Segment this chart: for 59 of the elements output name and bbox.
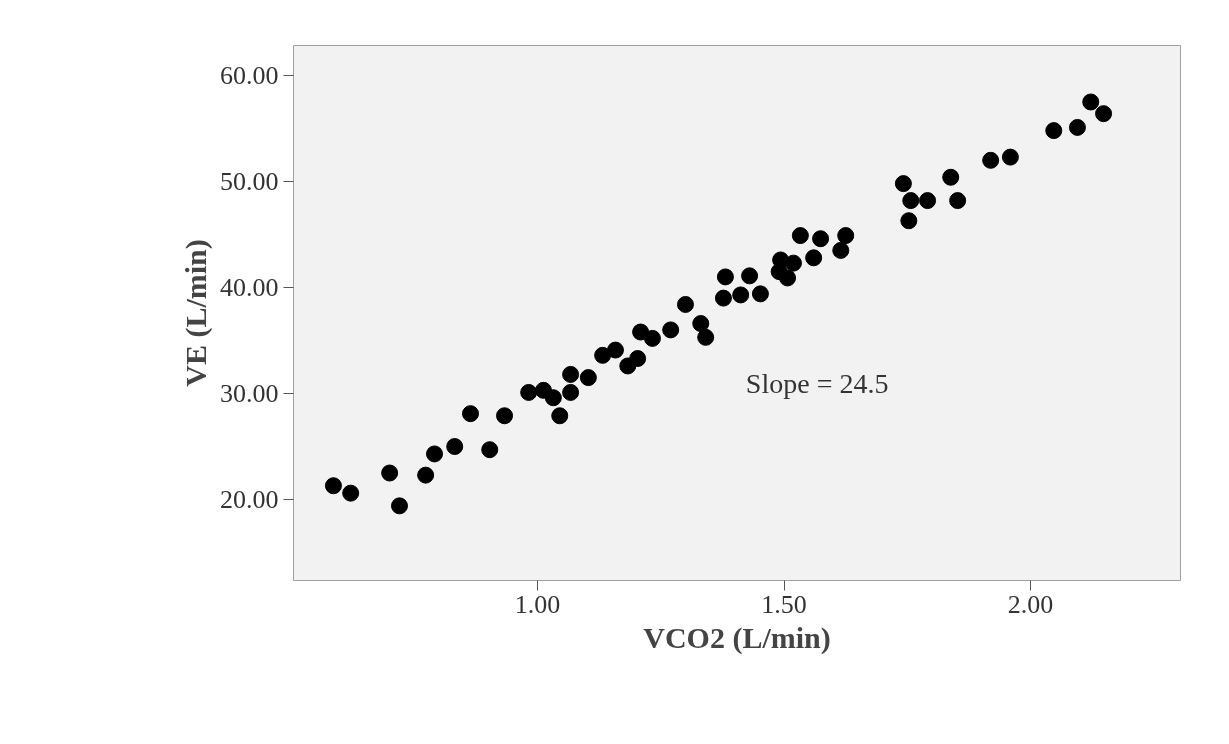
point <box>676 295 694 313</box>
point <box>629 350 647 368</box>
y-tick-label: 40.00 <box>220 273 279 303</box>
point <box>902 192 920 210</box>
point <box>982 151 1000 169</box>
point <box>714 289 732 307</box>
point <box>446 438 464 455</box>
y-axis-title: VE (L/min) <box>179 239 213 387</box>
point <box>1082 93 1100 111</box>
point <box>942 168 960 186</box>
point <box>832 241 850 259</box>
point <box>391 497 409 515</box>
point <box>1045 122 1063 140</box>
point <box>751 285 769 303</box>
point <box>805 249 823 267</box>
point <box>426 445 444 463</box>
x-tick-label: 1.50 <box>761 589 807 619</box>
point <box>579 369 597 387</box>
point <box>562 383 580 401</box>
x-axis-title: VCO2 (L/min) <box>643 620 831 655</box>
point <box>919 192 937 210</box>
point <box>812 230 830 248</box>
point <box>1095 105 1113 123</box>
y-tick-label: 20.00 <box>220 485 279 515</box>
point <box>594 346 612 364</box>
point <box>1001 148 1019 166</box>
y-tick-label: 60.00 <box>220 61 279 90</box>
x-tick-label: 2.00 <box>1007 589 1054 619</box>
point <box>692 315 710 333</box>
point <box>324 477 342 495</box>
point <box>462 405 480 423</box>
point <box>544 389 562 407</box>
point <box>770 263 788 281</box>
x-tick-label: 1.00 <box>514 589 561 619</box>
point <box>784 254 802 272</box>
point <box>791 227 809 245</box>
point <box>643 329 661 347</box>
point <box>697 328 715 346</box>
point <box>417 466 435 484</box>
point <box>606 341 624 359</box>
point <box>520 383 538 401</box>
point <box>342 484 360 502</box>
point <box>662 321 680 339</box>
point <box>900 212 918 230</box>
point <box>894 175 912 193</box>
point <box>381 464 399 482</box>
point <box>732 286 750 304</box>
point <box>496 407 514 425</box>
point <box>741 267 759 285</box>
point <box>716 268 734 286</box>
point <box>837 227 855 245</box>
y-tick-label: 50.00 <box>220 167 279 196</box>
point <box>562 365 580 383</box>
point <box>481 441 499 459</box>
annotation: Slope = 24.5 <box>745 367 889 399</box>
point <box>1068 118 1086 136</box>
point <box>949 192 967 210</box>
y-tick-label: 30.00 <box>220 379 279 409</box>
point <box>551 407 569 425</box>
